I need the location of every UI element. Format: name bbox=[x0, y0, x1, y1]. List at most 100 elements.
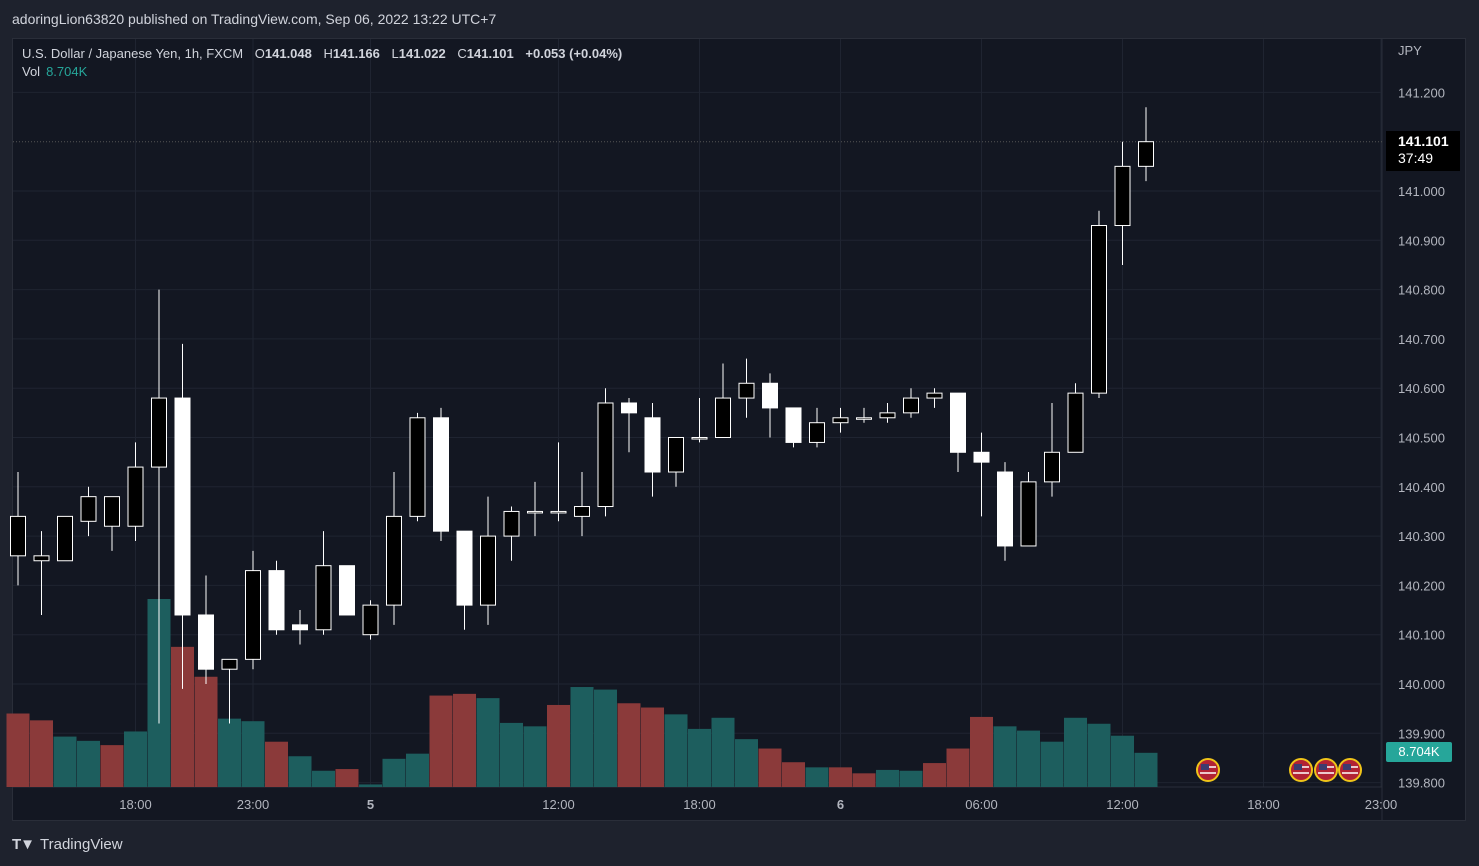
volume-bar bbox=[617, 703, 641, 787]
volume-bar bbox=[829, 767, 852, 787]
candle-body bbox=[1114, 165, 1131, 227]
volume-bar bbox=[30, 720, 53, 787]
open-value: 141.048 bbox=[264, 46, 312, 61]
currency-label[interactable]: JPY bbox=[1398, 43, 1422, 58]
candle-body bbox=[221, 658, 238, 670]
volume-tag: 8.704K bbox=[1386, 742, 1452, 762]
candle-body bbox=[409, 417, 426, 517]
bar-countdown: 37:49 bbox=[1398, 150, 1434, 166]
volume-bar bbox=[758, 748, 782, 787]
volume-bar bbox=[288, 756, 312, 787]
price-tick-label: 139.900 bbox=[1398, 726, 1445, 741]
candle-body bbox=[1067, 392, 1084, 453]
price-tick-label: 140.800 bbox=[1398, 283, 1445, 298]
volume-bar bbox=[876, 769, 899, 787]
volume-bar bbox=[124, 731, 147, 787]
volume-bar bbox=[453, 693, 476, 787]
candle-body bbox=[1044, 451, 1060, 483]
price-tick-label: 141.000 bbox=[1398, 184, 1445, 199]
price-tick-label: 139.800 bbox=[1398, 776, 1445, 791]
volume-bar bbox=[406, 753, 429, 787]
price-tick-label: 140.400 bbox=[1398, 480, 1445, 495]
us-flag-event-icon bbox=[1343, 764, 1351, 770]
candle-body bbox=[362, 604, 379, 636]
ohlc-row: U.S. Dollar / Japanese Yen, 1h, FXCM O14… bbox=[22, 45, 622, 63]
time-tick-label: 23:00 bbox=[1365, 797, 1398, 812]
candle-body bbox=[527, 510, 543, 514]
volume-bar bbox=[970, 716, 993, 787]
candle-body bbox=[339, 565, 355, 616]
candle-body bbox=[550, 510, 567, 514]
candle-body bbox=[268, 570, 285, 631]
candle-body bbox=[198, 614, 214, 670]
candle-body bbox=[903, 397, 919, 414]
last-price-tag: 141.101 37:49 bbox=[1386, 131, 1460, 171]
volume-bar bbox=[805, 767, 829, 787]
open-label: O bbox=[254, 46, 265, 61]
volume-bar bbox=[923, 763, 946, 787]
time-tick-label: 18:00 bbox=[1247, 797, 1280, 812]
time-tick-label: 18:00 bbox=[119, 797, 152, 812]
candle-body bbox=[950, 392, 966, 453]
volume-bar bbox=[312, 770, 335, 787]
volume-bar bbox=[688, 728, 711, 787]
time-tick-label: 6 bbox=[837, 797, 844, 812]
candle-body bbox=[621, 402, 637, 414]
price-tick-label: 140.900 bbox=[1398, 233, 1445, 248]
chart-legend: U.S. Dollar / Japanese Yen, 1h, FXCM O14… bbox=[22, 45, 622, 81]
footer-brand[interactable]: T▼ TradingView bbox=[12, 832, 123, 856]
volume-bar bbox=[335, 769, 359, 787]
published-header: adoringLion63820 published on TradingVie… bbox=[12, 11, 497, 27]
close-label: C bbox=[457, 46, 467, 61]
volume-bar bbox=[77, 740, 100, 787]
chart-frame[interactable] bbox=[12, 38, 1466, 821]
candle-body bbox=[644, 417, 661, 473]
volume-bar bbox=[782, 762, 805, 787]
volume-bar bbox=[946, 748, 970, 787]
candle-body bbox=[480, 535, 496, 606]
high-label: H bbox=[323, 46, 333, 61]
price-tick-label: 140.300 bbox=[1398, 529, 1445, 544]
volume-bar bbox=[735, 739, 758, 787]
volume-bar bbox=[171, 646, 194, 787]
candle-body bbox=[1091, 225, 1107, 394]
candle-body bbox=[57, 515, 73, 562]
candle-body bbox=[809, 422, 825, 443]
volume-bar bbox=[218, 718, 241, 787]
volume-bar bbox=[711, 717, 735, 787]
volume-bar bbox=[100, 745, 124, 787]
last-price-value: 141.101 bbox=[1398, 133, 1449, 149]
candle-body bbox=[973, 451, 990, 463]
volume-bar bbox=[1087, 723, 1111, 787]
symbol-label[interactable]: U.S. Dollar / Japanese Yen, 1h, FXCM bbox=[22, 46, 244, 61]
candle-body bbox=[597, 402, 614, 508]
low-value: 141.022 bbox=[398, 46, 446, 61]
time-tick-label: 5 bbox=[367, 797, 374, 812]
volume-bar bbox=[523, 726, 547, 787]
volume-bar bbox=[1040, 741, 1064, 787]
candle-body bbox=[668, 437, 684, 473]
candle-body bbox=[80, 496, 97, 522]
high-value: 141.166 bbox=[332, 46, 380, 61]
candle-body bbox=[292, 624, 308, 631]
candle-body bbox=[1020, 481, 1037, 547]
time-tick-label: 18:00 bbox=[683, 797, 716, 812]
volume-bar bbox=[594, 689, 617, 787]
candle-body bbox=[127, 466, 144, 527]
brand-name: TradingView bbox=[40, 835, 123, 853]
us-flag-event-icon bbox=[1201, 764, 1209, 770]
volume-bar bbox=[476, 698, 500, 787]
volume-bar bbox=[641, 707, 664, 787]
price-tick-label: 140.700 bbox=[1398, 332, 1445, 347]
volume-bar bbox=[570, 687, 594, 787]
tradingview-logo-icon: T▼ bbox=[12, 835, 35, 853]
candle-body bbox=[1138, 141, 1154, 167]
candle-body bbox=[245, 570, 261, 660]
candle-body bbox=[738, 382, 755, 399]
volume-value: 8.704K bbox=[46, 64, 88, 79]
time-tick-label: 23:00 bbox=[237, 797, 270, 812]
time-tick-label: 06:00 bbox=[965, 797, 998, 812]
change-value: +0.053 (+0.04%) bbox=[525, 46, 623, 61]
volume-bar bbox=[500, 722, 523, 787]
